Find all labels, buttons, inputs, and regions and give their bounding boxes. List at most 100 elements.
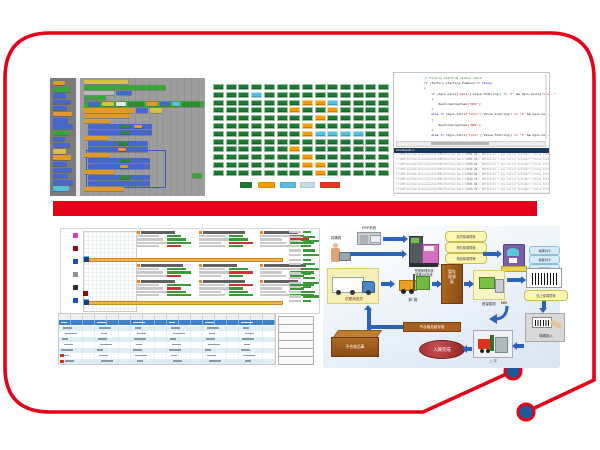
table-row[interactable] xyxy=(59,353,275,358)
panel-value-bar xyxy=(229,245,243,248)
horizontal-scrollbar[interactable] xyxy=(396,141,546,147)
row-flag-icon xyxy=(60,359,64,363)
table-row[interactable] xyxy=(59,336,275,342)
side-value-bar xyxy=(303,295,319,298)
toolbox-block[interactable] xyxy=(53,136,65,142)
toolbox-block[interactable] xyxy=(53,112,72,117)
canvas-block xyxy=(150,108,162,113)
canvas-block xyxy=(84,119,110,123)
vertical-scrollbar[interactable] xyxy=(545,75,547,139)
toolbox-block[interactable] xyxy=(53,186,69,191)
reject-staging-node: 不合格品暫存區 xyxy=(403,322,461,332)
toolbox-block[interactable] xyxy=(53,174,68,179)
panel-header xyxy=(141,280,175,283)
find-result-row[interactable]: C:\WMS\AutoWarehouseSystem\MES\PLCItem_B… xyxy=(394,183,549,188)
find-result-row[interactable]: C:\WMS\AutoWarehouseSystem\MES\PLCItem_B… xyxy=(394,163,549,168)
status-cell xyxy=(327,91,339,98)
status-cell xyxy=(352,130,364,137)
find-result-row[interactable]: C:\WMS\AutoWarehouseSystem\MES\PLCItem_B… xyxy=(394,158,549,163)
arrow-reject-up-to-truck xyxy=(364,305,373,332)
status-cell xyxy=(314,123,326,129)
panel-label-bar xyxy=(260,294,290,297)
table-row[interactable] xyxy=(59,331,275,336)
toolbox-block[interactable] xyxy=(53,93,66,98)
canvas-block xyxy=(88,175,150,180)
status-cell xyxy=(213,107,224,114)
find-result-row[interactable]: C:\WMS\AutoWarehouseSystem\MES\PLCItem_B… xyxy=(394,178,549,183)
table-row[interactable] xyxy=(59,347,275,353)
scanner-node: 條碼讀入 xyxy=(525,313,565,342)
toolbox-block[interactable] xyxy=(53,143,70,148)
panel-value-bar xyxy=(229,274,243,277)
toolbox-block[interactable] xyxy=(53,130,69,135)
panel-value-bar xyxy=(290,241,314,244)
row-flag-icon xyxy=(60,354,64,357)
toolbox-block[interactable] xyxy=(53,167,72,173)
table-row[interactable] xyxy=(59,358,275,364)
status-cell xyxy=(340,91,351,98)
status-cell xyxy=(251,154,263,161)
status-cell xyxy=(263,146,275,153)
panel-header xyxy=(141,231,175,234)
purchaser-label: 採購員 xyxy=(330,236,342,240)
find-result-row[interactable]: C:\WMS\AutoWarehouseSystem\MES\PLCItem_B… xyxy=(394,153,549,158)
status-cell xyxy=(352,91,364,98)
toolbox-block[interactable] xyxy=(53,180,73,185)
table-row[interactable] xyxy=(59,342,275,347)
toolbox-block[interactable] xyxy=(53,105,67,111)
status-cell xyxy=(301,99,313,106)
toolbox-block[interactable] xyxy=(53,124,73,129)
frame-border xyxy=(3,31,596,414)
status-cell xyxy=(263,123,275,129)
find-result-row[interactable]: C:\WMS\AutoWarehouseSystem\MES\PLCItem_B… xyxy=(394,188,549,193)
side-value-bar xyxy=(303,249,315,252)
table-body xyxy=(59,320,275,364)
status-cell xyxy=(378,169,390,176)
side-value-bar xyxy=(303,240,319,243)
cell-text-mark xyxy=(62,338,68,340)
side-label-bar xyxy=(289,290,301,293)
toolbox-block[interactable] xyxy=(53,118,68,123)
status-cell xyxy=(238,138,250,145)
cell-text-mark xyxy=(173,332,185,335)
toolbox-block[interactable] xyxy=(53,155,71,160)
cell-text-mark xyxy=(98,338,107,340)
table-row[interactable] xyxy=(59,325,275,331)
block-toolbox[interactable] xyxy=(50,78,76,196)
status-cell xyxy=(238,84,250,90)
panel-value-bar xyxy=(167,287,181,290)
node-icon xyxy=(83,291,88,296)
table-row-selected[interactable] xyxy=(59,320,275,325)
side-button[interactable] xyxy=(278,356,314,365)
status-cell xyxy=(314,107,326,114)
status-cell xyxy=(225,115,237,122)
panel-value-bar xyxy=(167,284,191,287)
status-cell xyxy=(340,138,351,145)
reject-connector-horizontal xyxy=(371,325,403,329)
status-cell xyxy=(327,84,339,90)
code-line: { xyxy=(424,96,434,101)
find-result-row[interactable]: C:\WMS\AutoWarehouseSystem\MES\PLCItem_B… xyxy=(394,168,549,173)
panel-label-bar xyxy=(137,290,167,293)
panel-header-dot xyxy=(260,264,263,267)
unload-label: 卸 貨 xyxy=(408,297,418,302)
block-canvas[interactable] xyxy=(80,78,205,196)
status-cell xyxy=(327,107,339,114)
find-result-row[interactable]: C:\WMS\AutoWarehouseSystem\MES\PLCItem_B… xyxy=(394,173,549,178)
toolbox-block[interactable] xyxy=(53,87,70,92)
status-cell xyxy=(352,107,364,114)
status-cell xyxy=(340,130,351,137)
panel-label-bar xyxy=(260,274,286,277)
toolbox-block[interactable] xyxy=(53,149,66,154)
canvas-block xyxy=(120,159,130,162)
status-cell xyxy=(340,123,351,129)
purchaser-icon xyxy=(331,242,351,268)
toolbox-block[interactable] xyxy=(53,99,71,104)
toolbox-block[interactable] xyxy=(53,81,65,86)
status-cell xyxy=(378,115,390,122)
status-cell xyxy=(225,91,237,98)
toolbox-block[interactable] xyxy=(53,161,67,166)
scrollbar-thumb[interactable] xyxy=(431,142,489,146)
status-cell xyxy=(289,154,301,161)
cell-text-mark xyxy=(244,343,250,346)
